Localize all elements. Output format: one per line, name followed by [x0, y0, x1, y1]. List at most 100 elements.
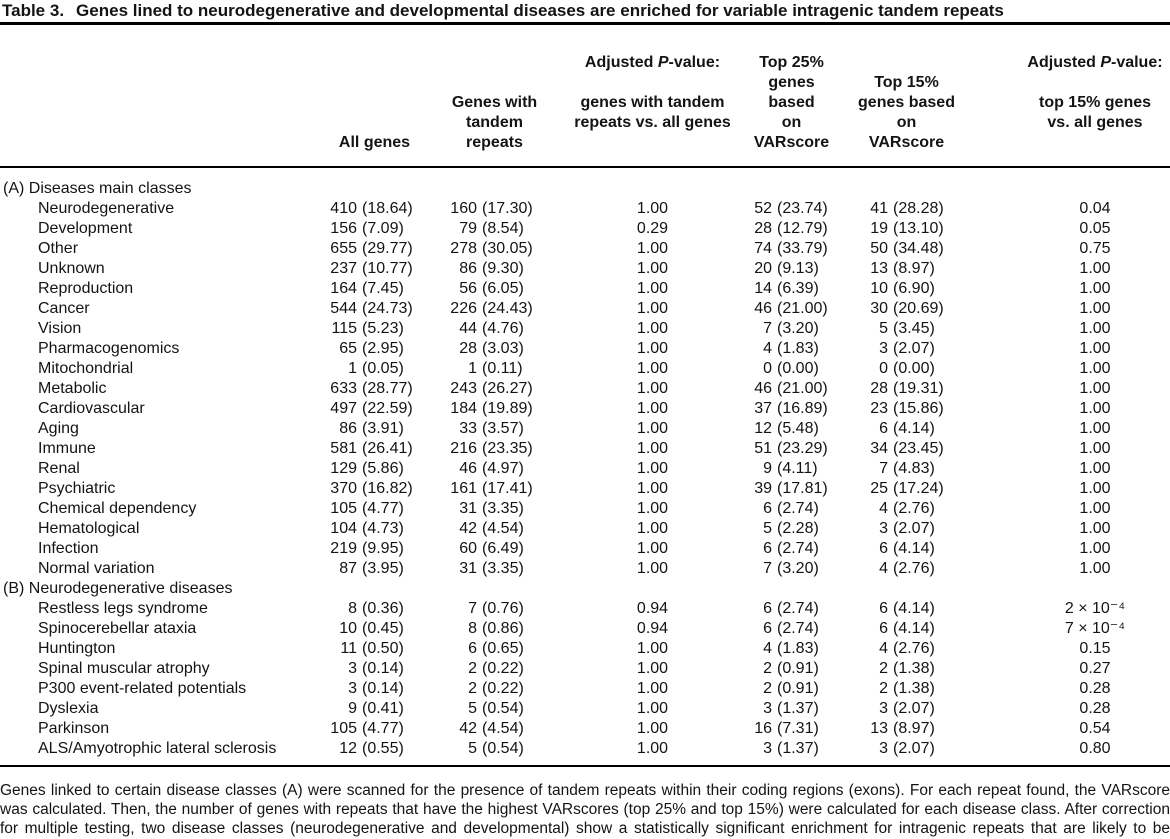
all-genes-cell-count: 9	[348, 700, 357, 717]
all-genes-cell: 11 (0.50)	[325, 639, 424, 659]
top25-cell: 4 (1.83)	[744, 639, 839, 659]
pvalue-tandem-cell: 1.00	[636, 700, 669, 717]
all-genes-cell-percent: (29.77)	[362, 240, 413, 257]
pvalue-tandem-cell: 1.00	[636, 480, 669, 497]
top25-cell-percent: (3.20)	[777, 320, 819, 337]
top25-cell-percent: (2.28)	[777, 520, 819, 537]
top25-cell: 0 (0.00)	[744, 359, 839, 379]
all-genes-cell-count: 633	[330, 380, 357, 397]
page-title: Genes lined to neurodegenerative and dev…	[76, 1, 1004, 20]
table-row: Cardiovascular 497 (22.59) 184 (19.89) 1.00 37…	[0, 399, 1170, 419]
all-genes-cell-count: 156	[330, 220, 357, 237]
tandem-repeats-cell: 33 (3.57)	[445, 419, 544, 439]
col-header-pvalue-tandem: Adjusted P-value: genes with tandem repe…	[565, 33, 740, 153]
adjusted-text: Adjusted	[584, 54, 658, 71]
top15-cell: 13 (8.97)	[858, 259, 955, 279]
all-genes-cell-count: 219	[330, 540, 357, 557]
all-genes-cell: 65 (2.95)	[325, 339, 424, 359]
pvalue-top15-cell: 1.00	[1079, 380, 1111, 397]
header-line-adjusted-pvalue: Adjusted P-value:	[1020, 53, 1170, 73]
table-row: P300 event-related potentials 3 (0.14) 2 (0.…	[0, 679, 1170, 699]
top25-cell-count: 20	[754, 260, 772, 277]
table-row: Unknown 237 (10.77) 86 (9.30) 1.00 20 (9.13) 13 (…	[0, 259, 1170, 279]
all-genes-cell: 633 (28.77)	[325, 379, 424, 399]
top15-cell-count: 6	[879, 420, 888, 437]
pvalue-top15-cell: 0.27	[1079, 660, 1111, 677]
tandem-repeats-cell-count: 60	[459, 540, 477, 557]
top15-cell-count: 4	[879, 640, 888, 657]
top15-cell: 4 (2.76)	[858, 499, 955, 519]
all-genes-cell-percent: (10.77)	[362, 260, 413, 277]
top15-cell: 25 (17.24)	[858, 479, 955, 499]
pvalue-top15-cell: 1.00	[1079, 300, 1111, 317]
all-genes-cell-count: 410	[330, 200, 357, 217]
tandem-repeats-cell-percent: (4.54)	[482, 720, 524, 737]
tandem-repeats-cell-percent: (0.54)	[482, 740, 524, 757]
tandem-repeats-cell-percent: (19.89)	[482, 400, 533, 417]
top15-cell-percent: (1.38)	[893, 660, 935, 677]
table-footnote: Genes linked to certain disease classes …	[0, 782, 1170, 839]
top15-cell: 30 (20.69)	[858, 299, 955, 319]
top25-cell-percent: (2.74)	[777, 600, 819, 617]
top25-cell-percent: (0.00)	[777, 360, 819, 377]
table-row: Renal 129 (5.86) 46 (4.97) 1.00 9 (4.11) 7 (4.83)…	[0, 459, 1170, 479]
tandem-repeats-cell-percent: (4.54)	[482, 520, 524, 537]
table-row: Normal variation 87 (3.95) 31 (3.35) 1.00 7 (3.…	[0, 559, 1170, 579]
top15-cell-count: 13	[870, 260, 888, 277]
tandem-repeats-cell-percent: (0.11)	[482, 360, 523, 377]
all-genes-cell-count: 237	[330, 260, 357, 277]
tandem-repeats-cell: 1 (0.11)	[445, 359, 544, 379]
top25-cell: 4 (1.83)	[744, 339, 839, 359]
top25-cell: 12 (5.48)	[744, 419, 839, 439]
all-genes-cell: 3 (0.14)	[325, 659, 424, 679]
tandem-repeats-cell-count: 160	[450, 200, 477, 217]
top15-cell-percent: (20.69)	[893, 300, 944, 317]
table-row: Infection 219 (9.95) 60 (6.49) 1.00 6 (2.74) 6 (4…	[0, 539, 1170, 559]
tandem-repeats-cell: 226 (24.43)	[445, 299, 544, 319]
top25-cell-count: 6	[763, 540, 772, 557]
all-genes-cell-count: 87	[339, 560, 357, 577]
pvalue-top15-cell: 1.00	[1079, 500, 1111, 517]
top15-cell-count: 0	[879, 360, 888, 377]
pvalue-top15-cell: 1.00	[1079, 280, 1111, 297]
top15-cell-percent: (2.07)	[893, 340, 935, 357]
tandem-repeats-cell: 161 (17.41)	[445, 479, 544, 499]
pvalue-tandem-cell: 1.00	[636, 300, 669, 317]
table-row: Mitochondrial 1 (0.05) 1 (0.11) 1.00 0 (0.00) 0 (…	[0, 359, 1170, 379]
disease-label: Development	[38, 220, 133, 237]
top25-cell-percent: (7.31)	[777, 720, 819, 737]
tandem-repeats-cell-percent: (0.22)	[482, 680, 524, 697]
tandem-repeats-cell-percent: (3.03)	[482, 340, 524, 357]
top15-cell-count: 6	[879, 600, 888, 617]
header-line-adjusted-pvalue: Adjusted P-value:	[565, 53, 740, 73]
top25-cell-count: 16	[754, 720, 772, 737]
top25-cell-count: 52	[754, 200, 772, 217]
tandem-repeats-cell: 44 (4.76)	[445, 319, 544, 339]
top25-cell-count: 2	[763, 660, 772, 677]
disease-label: P300 event-related potentials	[38, 680, 247, 697]
pvalue-tandem-cell: 1.00	[636, 360, 669, 377]
all-genes-cell-count: 10	[339, 620, 357, 637]
pvalue-top15-cell: 1.00	[1079, 480, 1111, 497]
tandem-repeats-cell-count: 5	[468, 740, 477, 757]
pvalue-top15-cell: 1.00	[1079, 520, 1111, 537]
table-row: Hematological 104 (4.73) 42 (4.54) 1.00 5 (2.28…	[0, 519, 1170, 539]
top15-cell: 3 (2.07)	[858, 519, 955, 539]
top25-cell: 51 (23.29)	[744, 439, 839, 459]
tandem-repeats-cell-count: 8	[468, 620, 477, 637]
tandem-repeats-cell-count: 79	[459, 220, 477, 237]
pvalue-top15-cell: 1.00	[1079, 360, 1111, 377]
all-genes-cell-count: 104	[330, 520, 357, 537]
all-genes-cell-count: 115	[331, 320, 357, 337]
all-genes-cell-count: 3	[348, 680, 357, 697]
tandem-repeats-cell: 2 (0.22)	[445, 679, 544, 699]
italic-p: P	[1100, 54, 1111, 71]
top25-cell: 2 (0.91)	[744, 679, 839, 699]
top15-cell-count: 4	[879, 500, 888, 517]
top25-cell-percent: (1.83)	[777, 640, 819, 657]
tandem-repeats-cell: 243 (26.27)	[445, 379, 544, 399]
all-genes-cell-count: 86	[339, 420, 357, 437]
top25-cell: 6 (2.74)	[744, 599, 839, 619]
all-genes-cell: 164 (7.45)	[325, 279, 424, 299]
tandem-repeats-cell: 184 (19.89)	[445, 399, 544, 419]
